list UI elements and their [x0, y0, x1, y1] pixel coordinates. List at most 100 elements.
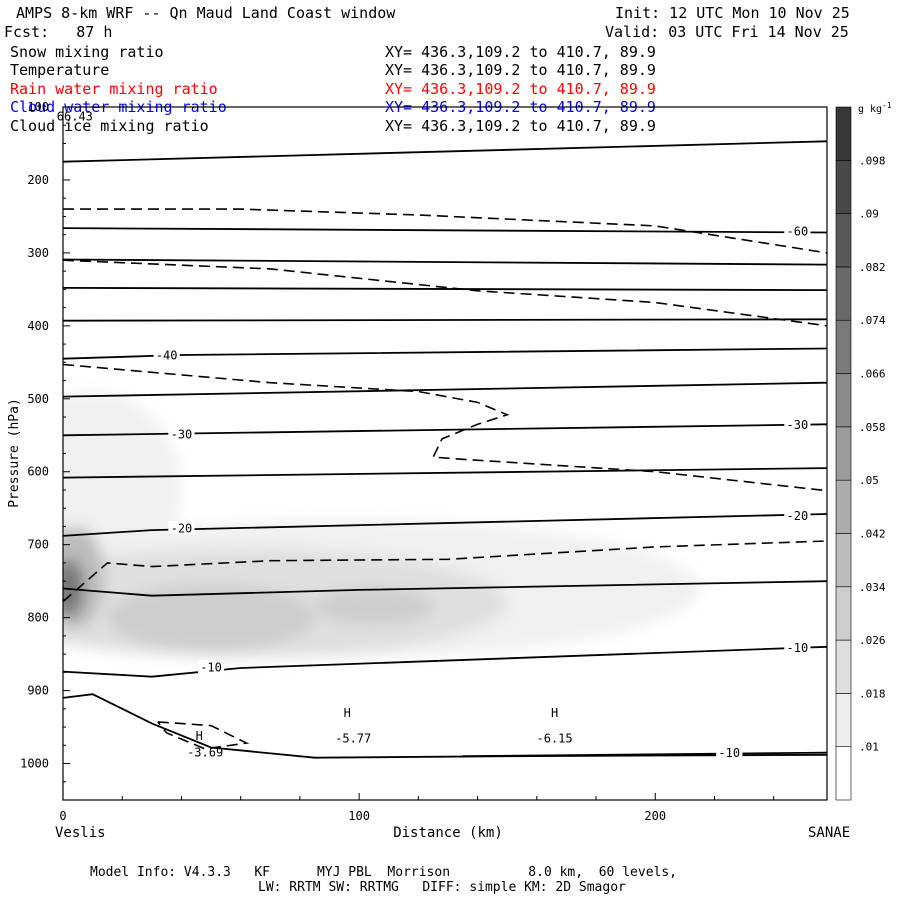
colorbar-bin	[835, 373, 852, 428]
isotherm-line	[63, 381, 827, 398]
isotherm-line	[63, 227, 827, 234]
chart-title: AMPS 8-km WRF -- Qn Maud Land Coast wind…	[16, 4, 396, 22]
isotherm-line	[63, 140, 827, 163]
isotherm-line	[63, 287, 827, 291]
extremum-annotation: -3.69	[187, 746, 223, 760]
isotherm-line	[63, 580, 827, 597]
isotherm-label: -20	[787, 509, 809, 523]
y-tick-label: 600	[27, 465, 49, 479]
extremum-annotation: 66.43	[57, 109, 93, 123]
isotherm-label: -20	[171, 521, 193, 535]
snow-shade-blob	[107, 584, 315, 651]
cloud-ice-contour	[63, 540, 827, 603]
x-tick-label: 0	[59, 809, 66, 823]
cloud-ice-contour	[63, 363, 827, 492]
isotherm-label: -30	[787, 418, 809, 432]
colorbar-label: .018	[859, 687, 886, 700]
isotherm-line	[63, 513, 827, 537]
init-time: Init: 12 UTC Mon 10 Nov 25	[615, 4, 850, 22]
label-mask	[784, 417, 811, 431]
field-xy: XY= 436.3,109.2 to 410.7, 89.9	[385, 61, 656, 79]
model-info: Model Info: V4.3.3 KF MYJ PBL Morrison 8…	[90, 865, 677, 880]
field-xy: XY= 436.3,109.2 to 410.7, 89.9	[385, 117, 656, 135]
colorbar-bin	[835, 693, 852, 747]
y-tick-label: 300	[27, 246, 49, 260]
label-mask	[153, 348, 180, 362]
field-name: Temperature	[10, 61, 110, 79]
field-xy: XY= 436.3,109.2 to 410.7, 89.9	[385, 80, 656, 98]
extremum-annotation: H	[551, 706, 558, 720]
colorbar-label: .074	[859, 314, 886, 327]
contour-layer	[63, 140, 827, 759]
label-mask	[784, 508, 811, 522]
colorbar-label: .09	[859, 208, 879, 221]
colorbar-label: .05	[859, 474, 879, 487]
isotherm-label: -10	[787, 641, 809, 655]
label-mask	[784, 224, 811, 238]
field-name: Snow mixing ratio	[10, 43, 164, 61]
colorbar-bin	[835, 639, 852, 694]
x-tick-label: 100	[348, 809, 370, 823]
field-name: Cloud ice mixing ratio	[10, 117, 209, 135]
x-axis-label: Distance (km)	[393, 825, 503, 841]
colorbar-label: .082	[859, 261, 886, 274]
colorbar-label: .058	[859, 421, 886, 434]
isotherm-line	[462, 751, 827, 758]
cloud-ice-contour	[157, 721, 250, 750]
field-name: Rain water mixing ratio	[10, 80, 218, 98]
colorbar-bin	[835, 426, 852, 481]
snow-shade-blob	[314, 588, 434, 625]
colorbar-bin	[835, 160, 852, 214]
label-mask	[168, 520, 195, 534]
extremum-annotation: -6.15	[537, 732, 573, 746]
plot-frame	[62, 106, 828, 801]
contour-label-layer: -60 -40 -30 -30 -20 -20 -10 -10 -10 66.43 H -3.69 H -…	[57, 109, 811, 760]
colorbar-label: .026	[859, 634, 886, 647]
right-end-label: SANAE	[808, 825, 850, 841]
isotherm-line	[63, 318, 827, 322]
colorbar-bin	[835, 213, 852, 268]
isotherm-label: -10	[718, 746, 740, 760]
label-mask	[197, 660, 225, 674]
y-tick-label: 900	[27, 684, 49, 698]
left-end-label: Veslis	[55, 825, 106, 841]
colorbar-bin	[835, 319, 852, 374]
y-tick-label: 200	[27, 173, 49, 187]
colorbar-label: .066	[859, 368, 886, 381]
isotherm-line	[63, 258, 827, 266]
y-tick-label: 800	[27, 611, 49, 625]
y-tick-label: 700	[27, 538, 49, 552]
field-xy: XY= 436.3,109.2 to 410.7, 89.9	[385, 43, 656, 61]
axes-layer: 100 200 300 400 500 600 700 800 900 1000 0 100 200	[20, 100, 775, 823]
isotherm-line	[63, 693, 827, 759]
y-tick-label: 400	[27, 319, 49, 333]
cloud-ice-contour	[63, 208, 827, 254]
colorbar-label: .042	[859, 527, 886, 540]
cloud-ice-contour	[63, 259, 827, 327]
model-physics: LW: RRTM SW: RRTMG DIFF: simple KM: 2D S…	[258, 880, 626, 895]
isotherm-line	[63, 347, 827, 360]
label-mask	[168, 426, 195, 440]
isotherm-label: -40	[156, 349, 178, 363]
valid-time: Valid: 03 UTC Fri 14 Nov 25	[605, 23, 849, 41]
colorbar-bin	[835, 106, 852, 161]
isotherm-label: -30	[171, 427, 193, 441]
colorbar-label: .01	[859, 741, 879, 754]
colorbar-bin	[835, 746, 852, 801]
x-tick-label: 200	[644, 809, 666, 823]
label-mask	[716, 745, 743, 759]
extremum-annotation: H	[344, 706, 351, 720]
snow-shading-layer	[63, 391, 700, 658]
colorbar-label: .034	[859, 581, 886, 594]
isotherm-label: -10	[200, 661, 222, 675]
y-tick-label: 1000	[20, 757, 49, 771]
isotherm-line	[63, 467, 827, 479]
colorbar-unit: g kg-1	[858, 101, 892, 115]
colorbar: .01 .018 .026 .034 .042 .05 .058 .066 .074 .082 .0…	[835, 106, 886, 801]
colorbar-bin	[835, 586, 852, 641]
isotherm-line	[63, 645, 827, 678]
colorbar-bin	[835, 533, 852, 588]
extremum-annotation: H	[196, 729, 203, 743]
y-tick-label: 500	[27, 392, 49, 406]
